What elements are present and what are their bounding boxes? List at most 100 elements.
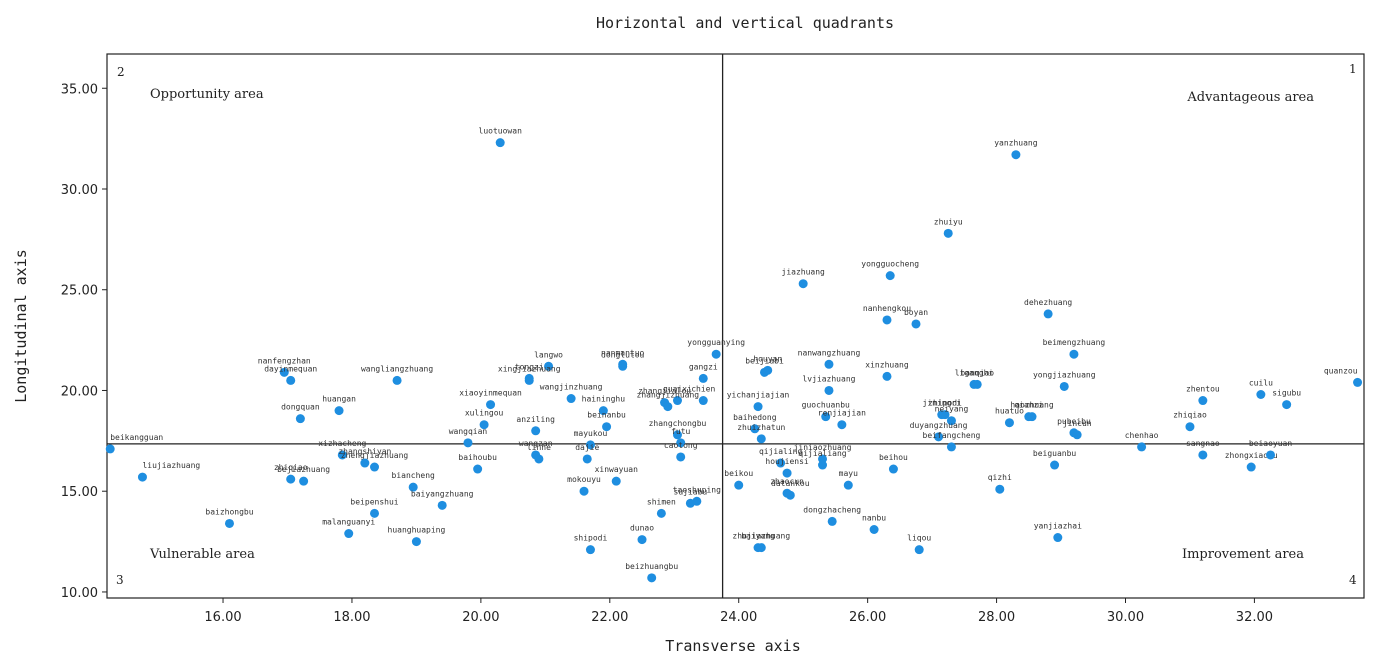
point-label: yongguocheng	[861, 260, 919, 269]
point-label: xinzhuang	[865, 360, 909, 369]
data-point	[672, 396, 682, 406]
data-point	[1004, 418, 1014, 428]
data-point	[785, 490, 795, 500]
y-axis-label: Longitudinal axis	[12, 249, 30, 403]
data-point	[946, 442, 956, 452]
point-label: taoshuping	[673, 485, 721, 494]
data-point	[972, 379, 982, 389]
data-point	[914, 545, 924, 555]
point-label: liujiazhuang	[142, 461, 200, 470]
point-label: xizhacheng	[318, 439, 366, 448]
y-tick-label: 15.00	[61, 485, 98, 500]
data-point	[821, 412, 831, 422]
data-point	[611, 476, 621, 486]
point-label: chien	[691, 385, 715, 394]
point-label: gangzi	[689, 362, 718, 371]
point-label: qijialing	[759, 447, 803, 456]
data-point	[531, 426, 541, 436]
point-label: zhipodi	[928, 399, 962, 408]
point-label: neiyang	[935, 405, 969, 414]
point-label: qizhi	[988, 473, 1012, 482]
point-label: pubeibu	[1057, 417, 1091, 426]
data-point	[885, 271, 895, 281]
data-point	[286, 474, 296, 484]
x-tick-label: 30.00	[1107, 610, 1144, 625]
data-point	[698, 396, 708, 406]
data-point	[656, 508, 666, 518]
point-label: beiguanbu	[1033, 449, 1077, 458]
x-tick-label: 20.00	[462, 610, 499, 625]
data-point	[1353, 377, 1363, 387]
point-label: zhongxiaobu	[1225, 451, 1278, 460]
point-label: haininghu	[582, 395, 626, 404]
point-label: houjiensi	[765, 457, 809, 466]
point-label: sigubu	[1272, 389, 1301, 398]
data-point	[1059, 381, 1069, 391]
data-point	[882, 371, 892, 381]
quadrant-label-advantageous: Advantageous area	[1186, 90, 1314, 105]
data-point	[408, 482, 418, 492]
data-point	[672, 430, 682, 440]
point-label: huatuo	[995, 407, 1024, 416]
point-label: haozhuang	[1010, 401, 1054, 410]
point-label: yongguanying	[687, 338, 745, 347]
quadrant-label-improvement: Improvement area	[1182, 547, 1304, 562]
data-point	[598, 406, 608, 416]
data-point	[837, 420, 847, 430]
point-label: beikangguan	[110, 433, 163, 442]
point-label: huangan	[322, 395, 356, 404]
point-label: xiaoyinmequan	[459, 389, 522, 398]
data-point	[370, 462, 380, 472]
data-point	[585, 545, 595, 555]
data-point	[1043, 309, 1053, 319]
data-point	[943, 228, 953, 238]
point-label: anziling	[516, 415, 555, 424]
data-point	[756, 543, 766, 553]
data-point	[1069, 349, 1079, 359]
y-tick-label: 10.00	[61, 586, 98, 601]
x-tick-label: 24.00	[720, 610, 757, 625]
data-point	[1072, 430, 1082, 440]
point-label: qianzi	[1014, 401, 1043, 410]
point-label: beizhuangbu	[625, 562, 678, 571]
point-label: futu	[671, 427, 690, 436]
point-label: cuilu	[1249, 379, 1273, 388]
point-label: dehezhuang	[1024, 298, 1072, 307]
data-point	[334, 406, 344, 416]
data-point	[463, 438, 473, 448]
point-label: zhangshiyan	[338, 447, 391, 456]
data-point	[1137, 442, 1147, 452]
data-point	[582, 454, 592, 464]
point-label: zhaocun	[770, 477, 804, 486]
data-point	[479, 420, 489, 430]
point-label: beihou	[879, 453, 908, 462]
point-label: linhe	[527, 443, 551, 452]
quadrant-number-4: 4	[1349, 573, 1357, 587]
data-point	[224, 518, 234, 528]
data-point	[544, 361, 554, 371]
x-tick-label: 32.00	[1236, 610, 1273, 625]
point-label: nanwangzhuang	[798, 348, 861, 357]
point-label: dajie	[575, 443, 599, 452]
point-label: yanjiazhai	[1034, 522, 1082, 531]
y-tick-label: 25.00	[61, 284, 98, 299]
data-point	[940, 410, 950, 420]
point-label: datankou	[771, 479, 810, 488]
data-point	[798, 279, 808, 289]
point-label: beifangcheng	[923, 431, 981, 440]
point-label: baiyang	[741, 532, 775, 541]
point-label: baihoubu	[458, 453, 497, 462]
point-label: xulingou	[465, 409, 504, 418]
data-point	[299, 476, 309, 486]
point-label: zhiqiao	[1173, 411, 1207, 420]
point-label: dayinmequan	[264, 364, 317, 373]
point-label: langwo	[534, 350, 563, 359]
quadrant-label-vulnerable: Vulnerable area	[149, 547, 255, 562]
point-label: beiaoyuan	[1249, 439, 1293, 448]
data-point	[360, 458, 370, 468]
point-label: duyangzhuang	[910, 421, 968, 430]
data-point	[286, 375, 296, 385]
point-label: zhujiazhuang	[732, 532, 790, 541]
data-point	[105, 444, 115, 454]
data-point	[370, 508, 380, 518]
